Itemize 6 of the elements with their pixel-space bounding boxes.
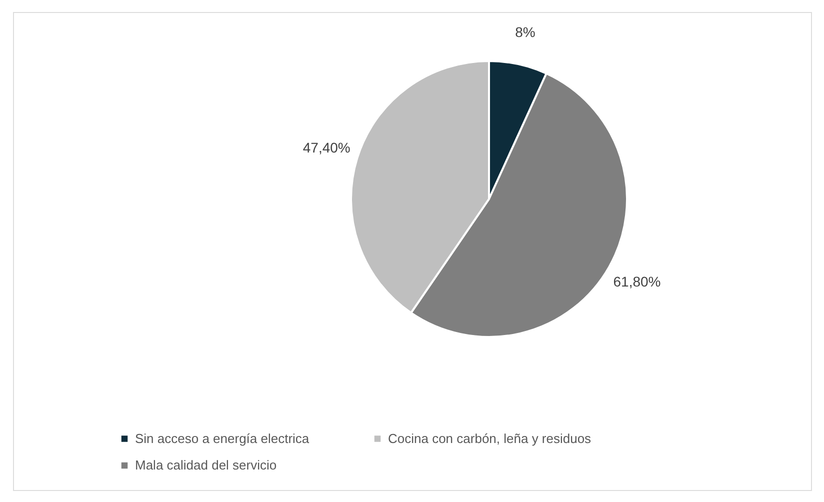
data-label: 61,80% [613, 274, 661, 290]
data-label: 47,40% [302, 140, 350, 156]
legend-label: Sin acceso a energía electrica [135, 430, 310, 446]
data-label: 8% [515, 24, 536, 40]
legend-label: Mala calidad del servicio [135, 458, 277, 472]
legend-label: Cocina con carbón, leña y residuos [388, 430, 592, 446]
